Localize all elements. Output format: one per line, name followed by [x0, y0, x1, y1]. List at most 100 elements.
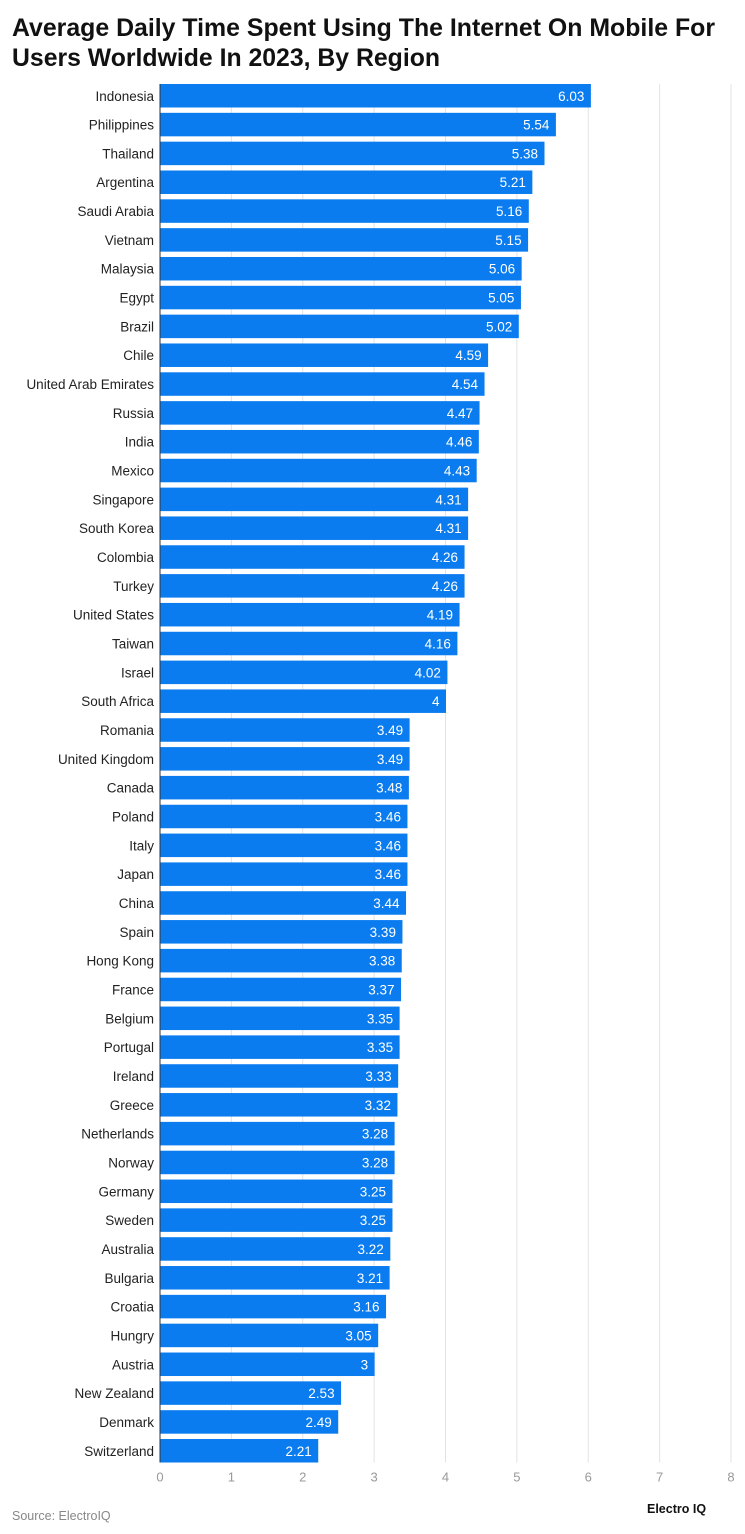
bar [160, 660, 448, 685]
data-label: 4.19 [427, 608, 453, 623]
data-label: 5.16 [496, 204, 522, 219]
category-label: Greece [110, 1098, 154, 1113]
data-label: 4.46 [446, 435, 472, 450]
data-label: 4.02 [415, 665, 441, 680]
category-label: Russia [113, 406, 155, 421]
bar [160, 1006, 400, 1031]
bar [160, 1179, 393, 1204]
data-label: 3.37 [368, 982, 394, 997]
bar [160, 112, 556, 137]
category-label: Belgium [105, 1011, 154, 1026]
data-label: 3.44 [373, 896, 400, 911]
category-label: Indonesia [95, 89, 154, 104]
bar [160, 948, 402, 973]
data-label: 3.49 [377, 752, 403, 767]
category-label: Philippines [89, 118, 155, 133]
bar [160, 574, 465, 598]
chart-title-line-2: Users Worldwide In 2023, By Region [12, 44, 440, 72]
data-label: 3.46 [375, 810, 401, 825]
bar [160, 1381, 342, 1405]
data-label: 3.28 [362, 1155, 388, 1170]
category-label: Malaysia [101, 262, 155, 277]
category-label: Chile [123, 348, 154, 363]
bar [160, 141, 545, 166]
bar [160, 458, 477, 483]
data-label: 3.22 [358, 1242, 384, 1257]
category-label: Colombia [97, 550, 155, 565]
bar [160, 314, 519, 339]
bar [160, 718, 410, 742]
bar [160, 1439, 319, 1463]
bar [160, 631, 458, 656]
category-label: Taiwan [112, 637, 154, 652]
category-label: Canada [107, 781, 155, 796]
bar [160, 256, 522, 281]
category-label: Japan [117, 867, 154, 882]
data-label: 2.49 [305, 1415, 331, 1430]
data-label: 3.35 [367, 1040, 393, 1055]
category-label: Netherlands [81, 1127, 154, 1142]
bar [160, 891, 407, 915]
category-label: Hong Kong [86, 954, 154, 969]
bar [160, 199, 529, 223]
x-tick-label: 5 [513, 1470, 520, 1485]
bar [160, 1208, 393, 1232]
category-label: Egypt [119, 291, 154, 306]
bar [160, 1064, 399, 1088]
data-label: 4.31 [435, 521, 461, 536]
category-label: New Zealand [74, 1386, 154, 1401]
data-label: 6.03 [558, 89, 584, 104]
bar [160, 545, 465, 569]
category-label: Brazil [120, 319, 154, 334]
category-label: Spain [119, 925, 154, 940]
bars: Indonesia 6.03 Philippines 5.54 Thailand 5.38… [26, 84, 591, 1463]
x-tick-label: 6 [585, 1470, 592, 1485]
bar [160, 747, 410, 771]
x-tick-label: 7 [656, 1470, 663, 1485]
bar [160, 1410, 339, 1434]
x-axis: 0 1 2 3 4 5 6 7 8 [156, 1470, 734, 1485]
category-label: Mexico [111, 464, 154, 479]
x-tick-label: 8 [727, 1470, 734, 1485]
data-label: 3.46 [375, 838, 401, 853]
bar [160, 1035, 400, 1059]
data-label: 5.02 [486, 319, 512, 334]
data-label: 3.32 [365, 1098, 391, 1113]
bar [160, 920, 403, 944]
brand-logo-text: Electro IQ [647, 1502, 706, 1516]
bar [160, 1294, 387, 1319]
bar [160, 84, 591, 108]
data-label: 5.06 [489, 262, 515, 277]
bar [160, 1121, 395, 1146]
bar [160, 1150, 395, 1175]
data-label: 3.49 [377, 723, 403, 738]
category-label: Portugal [104, 1040, 154, 1055]
category-label: China [119, 896, 155, 911]
bar [160, 372, 485, 396]
data-label: 4 [432, 694, 440, 709]
x-tick-label: 3 [371, 1470, 378, 1485]
category-label: Italy [129, 838, 154, 853]
data-label: 3.21 [357, 1271, 383, 1286]
bar [160, 1323, 379, 1348]
category-label: South Africa [81, 694, 154, 709]
category-label: Turkey [113, 579, 154, 594]
bar [160, 285, 521, 310]
category-label: Hungry [110, 1328, 154, 1343]
data-label: 2.21 [285, 1444, 311, 1459]
category-label: United Kingdom [58, 752, 154, 767]
data-label: 4.31 [435, 492, 461, 507]
chart-title-line-1: Average Daily Time Spent Using The Inter… [12, 14, 715, 42]
category-label: Germany [98, 1184, 154, 1199]
x-tick-label: 2 [299, 1470, 306, 1485]
bar [160, 487, 469, 512]
bar [160, 689, 446, 713]
category-label: Bulgaria [104, 1271, 154, 1286]
category-label: Romania [100, 723, 155, 738]
data-label: 3.48 [376, 781, 402, 796]
bar [160, 977, 402, 1002]
bar [160, 862, 408, 886]
data-label: 3.33 [365, 1069, 391, 1084]
category-label: Argentina [96, 175, 154, 190]
